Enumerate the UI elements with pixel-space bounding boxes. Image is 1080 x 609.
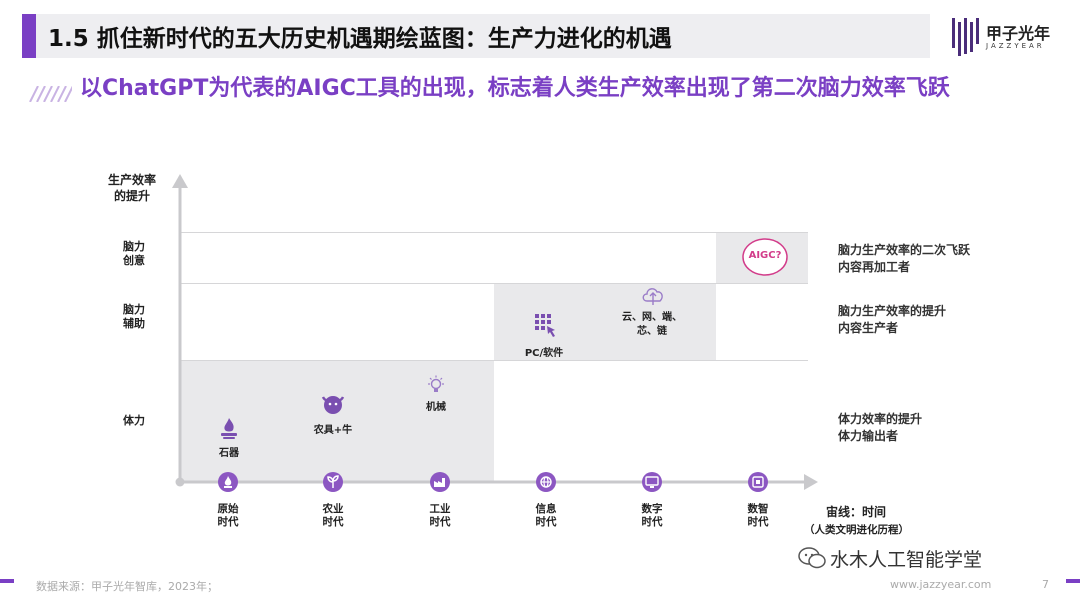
level-line-assist	[180, 283, 808, 284]
item-cloud-net-edge: 云、网、端、 芯、链	[622, 312, 682, 337]
lightbulb-icon	[428, 375, 444, 392]
item-farm-tools-ox: 农具+牛	[313, 425, 353, 436]
touch-grid-icon	[535, 314, 555, 337]
fire-icon	[224, 476, 232, 488]
screen-icon	[645, 476, 659, 488]
cloud-upload-icon	[642, 288, 663, 305]
factory-icon	[434, 478, 445, 487]
y-axis-title: 生产效率 的提升	[107, 173, 156, 203]
level-label-assist: 脑力 辅助	[123, 303, 145, 330]
footer-accent-right	[1066, 579, 1080, 583]
era-label-information: 信息 时代	[535, 503, 557, 528]
subtitle-stripe-decoration	[29, 86, 72, 102]
level-line-physical	[180, 360, 808, 361]
band-mental-assist	[494, 283, 716, 360]
page-subtitle: 以ChatGPT为代表的AIGC工具的出现，标志着人类生产效率出现了第二次脑力效…	[80, 76, 950, 101]
era-industry-dot	[430, 472, 450, 492]
title-box	[22, 14, 930, 58]
level-label-creative: 脑力 创意	[123, 240, 145, 267]
footer-source: 数据来源：甲子光年智库，2023年；	[36, 580, 218, 593]
item-pc-software: PC/软件	[524, 348, 564, 359]
x-axis-title: 宙线：时间	[826, 505, 887, 519]
era-label-industry: 工业 时代	[429, 503, 451, 528]
ox-icon	[321, 396, 345, 414]
era-primitive-dot	[218, 472, 238, 492]
wechat-watermark: 水木人工智能学堂	[830, 549, 983, 571]
page-title: 1.5 抓住新时代的五大历史机遇期绘蓝图：生产力进化的机遇	[48, 26, 672, 52]
era-information-dot	[536, 472, 556, 492]
era-agriculture-dot	[323, 472, 343, 492]
level-desc-physical: 体力效率的提升 体力输出者	[838, 412, 923, 443]
ai-chip-icon	[752, 476, 764, 488]
era-intelligent-dot	[748, 472, 768, 492]
era-label-agriculture: 农业 时代	[322, 503, 344, 528]
aigc-badge	[742, 238, 788, 276]
x-axis-subtitle: （人类文明进化历程）	[804, 524, 909, 536]
era-label-primitive: 原始 时代	[217, 503, 239, 528]
era-label-intelligent: 数智 时代	[747, 503, 769, 528]
logo-subtext: JAZZYEAR	[986, 42, 1045, 50]
page-number: 7	[1042, 578, 1049, 591]
campfire-icon	[221, 418, 237, 439]
sprout-icon	[327, 475, 339, 488]
level-desc-creative: 脑力生产效率的二次飞跃 内容再加工者	[838, 243, 971, 274]
item-stone-tools: 石器	[219, 448, 239, 459]
era-label-digital: 数字 时代	[641, 503, 663, 528]
footer-accent-left	[0, 579, 14, 583]
item-aigc: AIGC?	[748, 250, 782, 261]
logo-mark-icon	[952, 18, 979, 56]
level-desc-assist: 脑力生产效率的提升 内容生产者	[838, 304, 947, 335]
level-label-physical: 体力	[123, 414, 145, 427]
item-machinery: 机械	[426, 402, 446, 413]
era-digital-dot	[642, 472, 662, 492]
wechat-icon	[798, 547, 826, 569]
band-physical	[180, 360, 494, 482]
axes	[172, 174, 818, 490]
level-line-creative	[180, 232, 808, 233]
logo-text: 甲子光年	[986, 24, 1051, 43]
title-accent-bar	[22, 14, 36, 58]
footer-url: www.jazzyear.com	[890, 578, 992, 591]
globe-icon	[540, 476, 552, 488]
